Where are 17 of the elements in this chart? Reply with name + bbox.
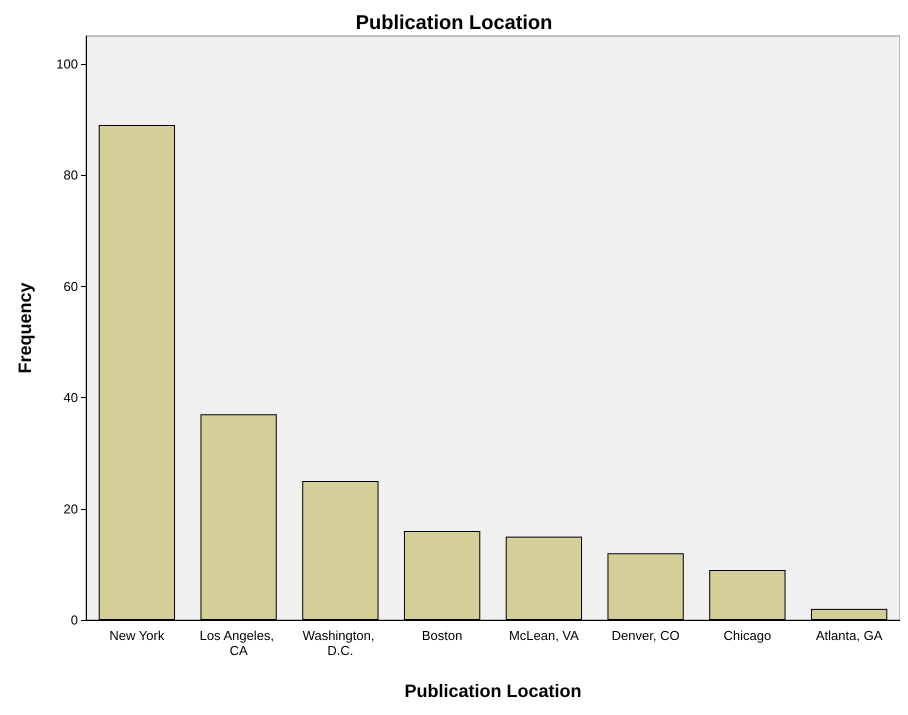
x-tick-label: Los Angeles, CA [200,628,278,658]
x-axis-title: Publication Location [404,681,582,701]
y-tick-label: 40 [64,390,78,406]
x-tick-label: Atlanta, GA [816,628,883,643]
y-tick-label: 80 [64,168,78,183]
x-tick-label: New York [109,628,165,643]
x-tick-label: Washington, D.C. [302,628,378,658]
y-axis-title: Frequency [15,282,35,374]
y-tick-label: 20 [64,501,78,516]
chart-title: Publication Location [356,12,552,34]
y-tick-label: 100 [56,56,78,72]
x-tick-label: McLean, VA [508,628,580,643]
y-tick-label: 60 [64,278,78,294]
y-tick-label: 0 [70,612,78,628]
x-tick-label: Denver, CO [612,628,680,643]
x-tick-label: Chicago [724,628,772,643]
x-tick-label: Boston [422,628,462,643]
